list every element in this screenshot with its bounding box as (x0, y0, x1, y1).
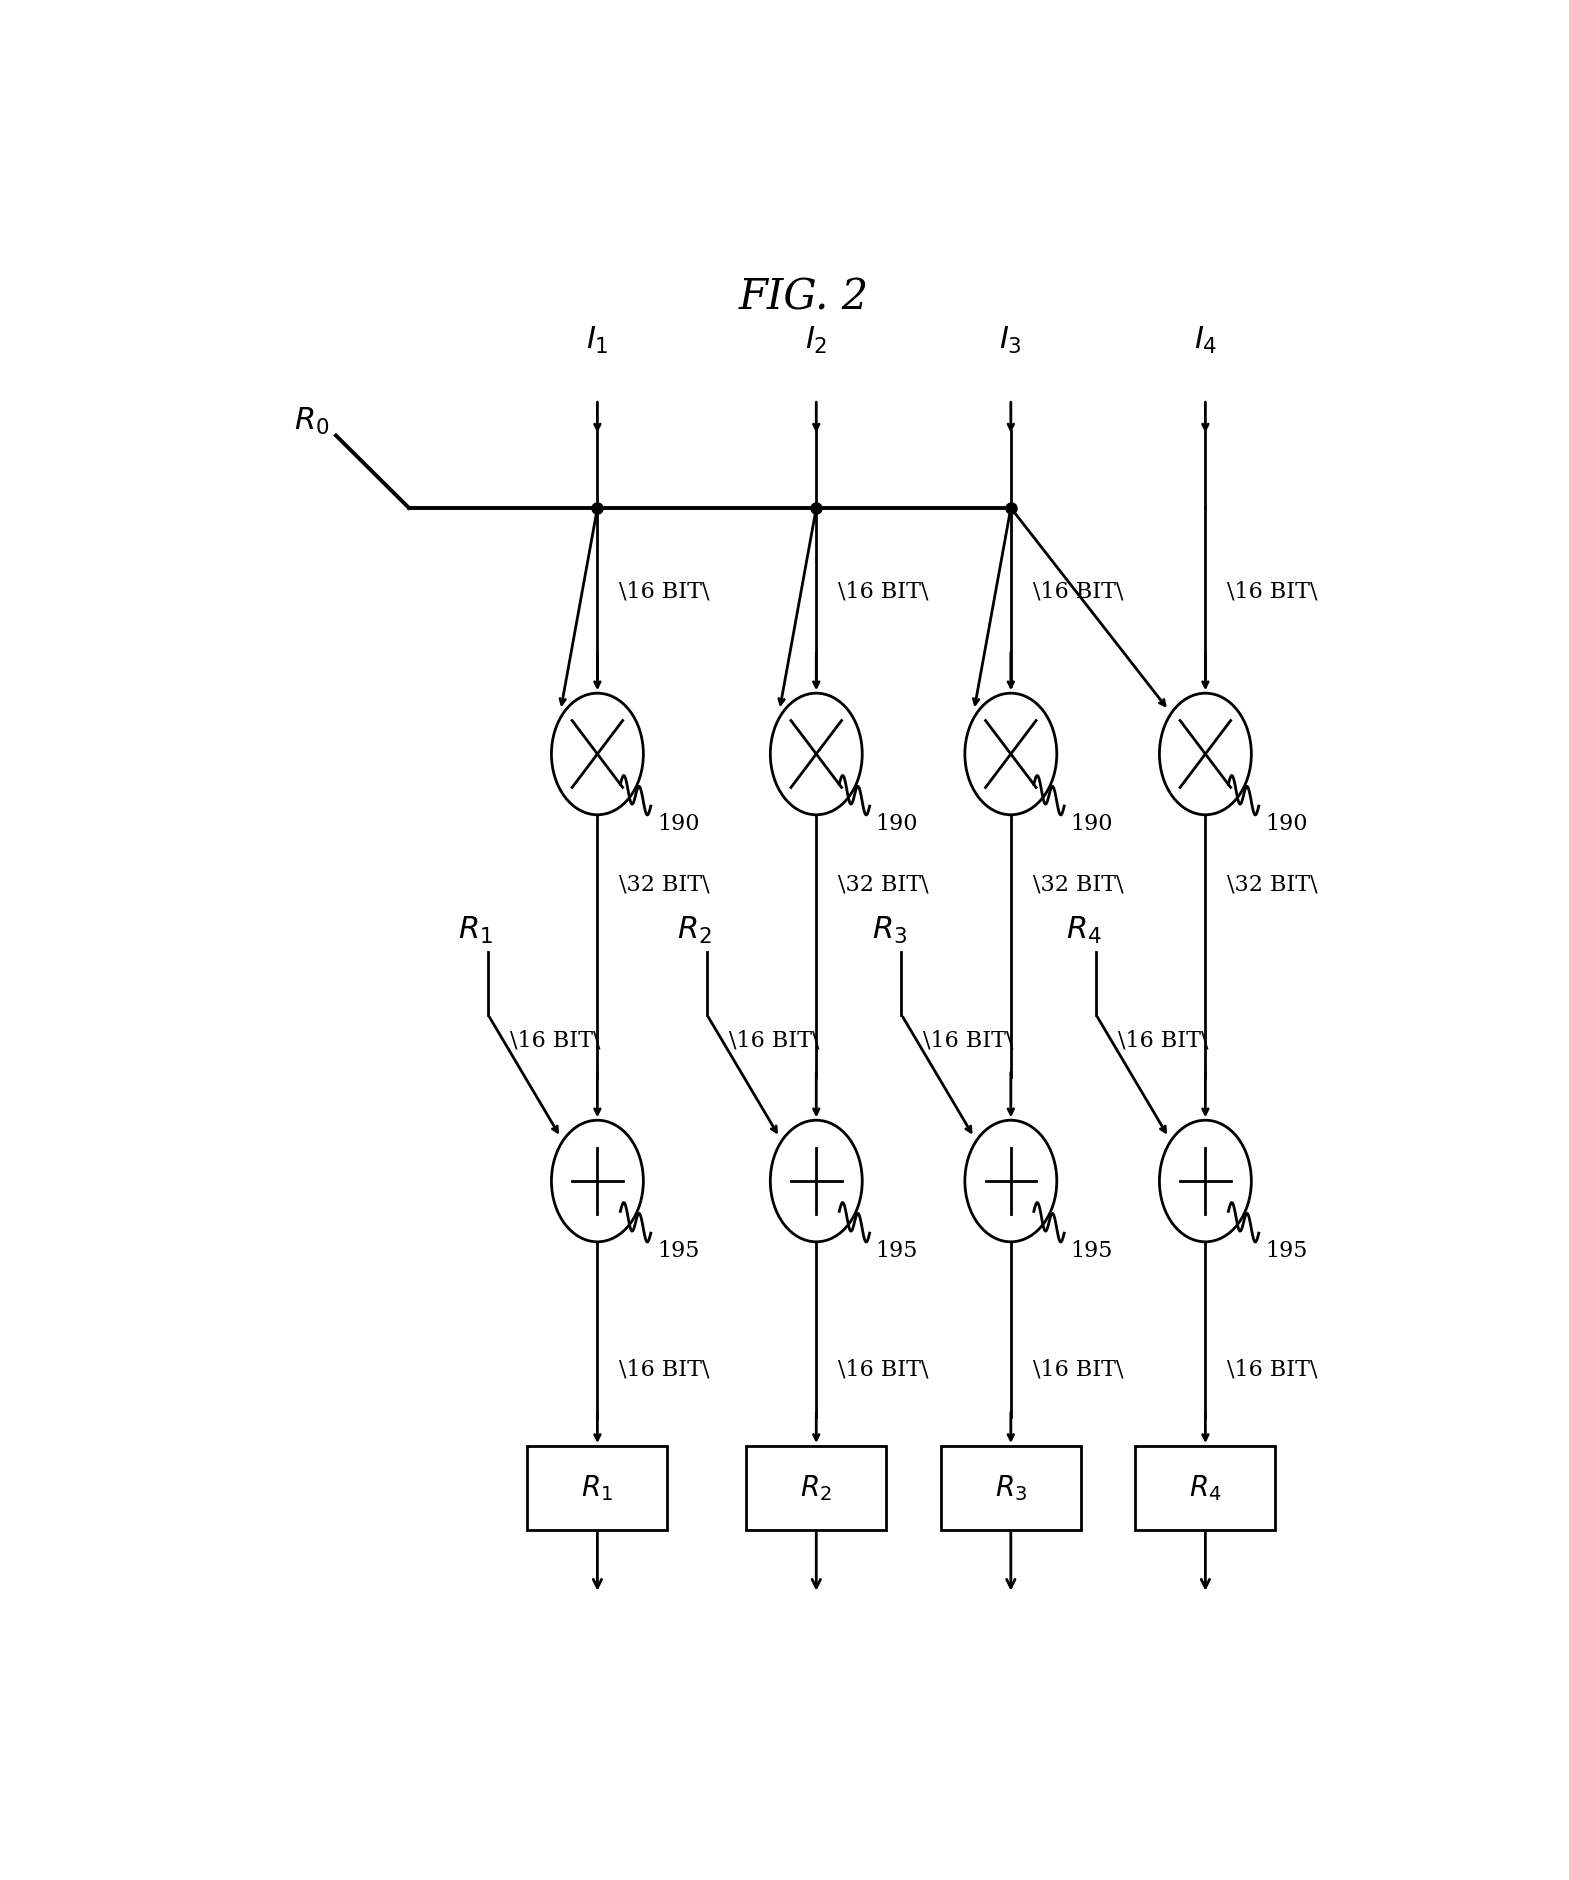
Text: $R_1$: $R_1$ (582, 1474, 613, 1502)
Text: $R_2$: $R_2$ (800, 1474, 832, 1502)
Text: \16 BIT\: \16 BIT\ (838, 1357, 929, 1380)
Bar (747, 1446, 886, 1530)
Text: \16 BIT\: \16 BIT\ (510, 1028, 601, 1051)
Text: \16 BIT\: \16 BIT\ (923, 1028, 1014, 1051)
Text: \16 BIT\: \16 BIT\ (1227, 1357, 1318, 1380)
Text: 195: 195 (1070, 1241, 1112, 1261)
Text: \32 BIT\: \32 BIT\ (1227, 872, 1318, 895)
Text: $I_2$: $I_2$ (805, 325, 827, 355)
Text: \16 BIT\: \16 BIT\ (728, 1028, 819, 1051)
Text: 195: 195 (876, 1241, 918, 1261)
Text: $R_3$: $R_3$ (872, 916, 907, 946)
Text: \16 BIT\: \16 BIT\ (838, 581, 929, 602)
Text: $R_1$: $R_1$ (458, 916, 493, 946)
Text: \32 BIT\: \32 BIT\ (838, 872, 929, 895)
Bar (1136, 1446, 1276, 1530)
Text: 190: 190 (1265, 814, 1307, 835)
Text: \16 BIT\: \16 BIT\ (1032, 1357, 1123, 1380)
Text: $R_4$: $R_4$ (1189, 1474, 1222, 1502)
Text: \16 BIT\: \16 BIT\ (1117, 1028, 1208, 1051)
Bar (527, 1446, 667, 1530)
Text: 190: 190 (1070, 814, 1112, 835)
Text: 195: 195 (657, 1241, 700, 1261)
Text: \16 BIT\: \16 BIT\ (620, 581, 709, 602)
Text: \16 BIT\: \16 BIT\ (1032, 581, 1123, 602)
Text: $R_2$: $R_2$ (678, 916, 712, 946)
Text: FIG. 2: FIG. 2 (739, 276, 869, 320)
Text: 190: 190 (876, 814, 918, 835)
Bar (941, 1446, 1081, 1530)
Text: 195: 195 (1265, 1241, 1307, 1261)
Text: $I_3$: $I_3$ (999, 325, 1023, 355)
Text: $R_3$: $R_3$ (995, 1474, 1026, 1502)
Text: $R_0$: $R_0$ (293, 406, 329, 436)
Text: \32 BIT\: \32 BIT\ (620, 872, 709, 895)
Text: $I_1$: $I_1$ (587, 325, 609, 355)
Text: $I_4$: $I_4$ (1194, 325, 1218, 355)
Text: \16 BIT\: \16 BIT\ (1227, 581, 1318, 602)
Text: \32 BIT\: \32 BIT\ (1032, 872, 1123, 895)
Text: \16 BIT\: \16 BIT\ (620, 1357, 709, 1380)
Text: $R_4$: $R_4$ (1065, 916, 1101, 946)
Text: 190: 190 (657, 814, 700, 835)
